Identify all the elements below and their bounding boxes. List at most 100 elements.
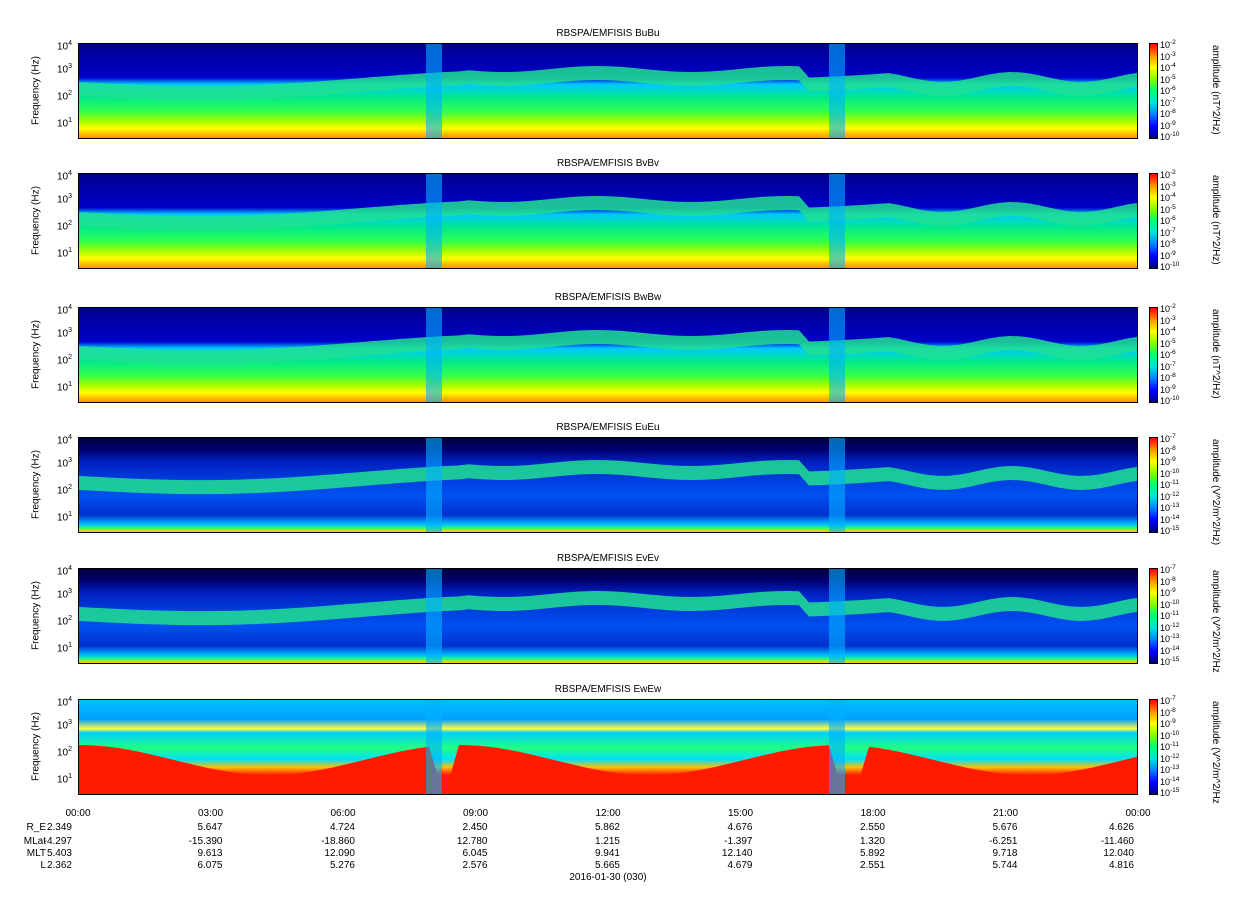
panel-title: RBSPA/EMFISIS EuEu — [556, 422, 660, 433]
ephemeris-value: 4.679 — [727, 860, 753, 871]
perigee-spike — [426, 44, 442, 138]
colorbar-tick-exponent: -3 — [1170, 314, 1176, 322]
colorbar-tick-label: 10-10 — [1160, 261, 1180, 272]
colorbar-tick-label: 10-12 — [1160, 621, 1180, 633]
colorbar-tick-exponent: -8 — [1170, 706, 1176, 714]
y-tick-exponent: 1 — [68, 773, 72, 780]
colorbar-tick-exponent: -5 — [1170, 337, 1176, 345]
colorbar-tick-exponent: -9 — [1170, 456, 1176, 463]
y-tick-label: 101 — [56, 381, 72, 394]
y-tick-label: 104 — [56, 565, 72, 578]
ephemeris-value: 2.550 — [859, 822, 885, 833]
colorbar-tick-exponent: -13 — [1170, 502, 1180, 509]
colorbar — [1149, 43, 1158, 139]
colorbar-tick-exponent: -14 — [1170, 644, 1180, 652]
colorbar-tick-label: 10-14 — [1160, 775, 1180, 787]
y-tick-exponent: 4 — [68, 170, 72, 177]
ephemeris-value: 2.576 — [462, 860, 488, 871]
colorbar-tick-label: 10-11 — [1160, 479, 1179, 490]
colorbar-tick-label: 10-2 — [1160, 39, 1176, 50]
spectrogram-svg — [79, 308, 1137, 402]
ephemeris-value: 2.362 — [46, 860, 72, 871]
colorbar-tick-label: 10-9 — [1160, 249, 1176, 261]
colorbar-tick-label: 10-8 — [1160, 372, 1176, 383]
colorbar-tick-label: 10-10 — [1160, 131, 1180, 142]
y-tick-label: 103 — [56, 327, 72, 340]
perigee-spike — [426, 308, 442, 402]
colorbar-tick-exponent: -6 — [1170, 215, 1176, 222]
colorbar-tick-exponent: -2 — [1170, 169, 1176, 176]
ephemeris-value: 5.276 — [329, 860, 355, 871]
ephemeris-value: 9.718 — [992, 848, 1018, 859]
colorbar-tick-exponent: -9 — [1170, 119, 1176, 127]
spectrogram-plot — [78, 699, 1138, 795]
spectrogram-plot — [78, 43, 1138, 139]
y-tick-label: 103 — [56, 719, 72, 732]
ephemeris-value: 5.665 — [594, 860, 620, 871]
colorbar-tick-label: 10-9 — [1160, 119, 1176, 131]
colorbar-tick-label: 10-13 — [1160, 764, 1180, 775]
colorbar-tick-exponent: -13 — [1170, 764, 1180, 771]
colorbar-tick-exponent: -11 — [1170, 479, 1179, 486]
y-tick-label: 103 — [56, 588, 72, 601]
ephemeris-value: -15.390 — [188, 836, 223, 847]
perigee-spike — [829, 44, 845, 138]
colorbar-tick-label: 10-4 — [1160, 192, 1176, 203]
x-tick-label: 18:00 — [860, 808, 886, 819]
colorbar-tick-label: 10-3 — [1160, 50, 1176, 62]
ephemeris-value: 5.744 — [992, 860, 1018, 871]
colorbar-tick-label: 10-15 — [1160, 656, 1180, 667]
colorbar-tick-exponent: -10 — [1170, 395, 1180, 402]
spectrogram-svg — [79, 44, 1137, 138]
colorbar-tick-exponent: -7 — [1170, 96, 1176, 104]
colorbar-tick-label: 10-2 — [1160, 303, 1176, 314]
x-tick-label: 09:00 — [462, 808, 489, 819]
y-tick-exponent: 1 — [68, 511, 72, 518]
emission-band — [79, 330, 1137, 365]
colorbar-tick-exponent: -11 — [1170, 610, 1179, 617]
colorbar-tick-label: 10-15 — [1160, 525, 1180, 536]
ephemeris-value: -6.251 — [989, 836, 1018, 847]
ephemeris-value: 1.215 — [594, 836, 620, 847]
y-tick-label: 102 — [56, 220, 72, 233]
emission-band — [79, 591, 1137, 626]
y-tick-exponent: 1 — [68, 381, 72, 388]
colorbar-tick-exponent: -9 — [1170, 587, 1176, 594]
y-tick-label: 101 — [56, 117, 72, 130]
colorbar-tick-label: 10-9 — [1160, 587, 1176, 598]
x-tick-label: 15:00 — [727, 808, 754, 819]
perigee-spike — [426, 569, 442, 663]
colorbar-tick-exponent: -5 — [1170, 203, 1176, 211]
y-tick-exponent: 3 — [68, 193, 72, 200]
colorbar-tick-label: 10-3 — [1160, 180, 1176, 192]
colorbar-tick-label: 10-10 — [1160, 395, 1180, 406]
colorbar-tick-label: 10-8 — [1160, 575, 1176, 587]
colorbar-tick-exponent: -2 — [1170, 303, 1176, 310]
ephemeris-value: 4.626 — [1108, 822, 1134, 833]
ephemeris-value: 5.892 — [859, 848, 885, 859]
y-tick-label: 101 — [56, 247, 72, 260]
perigee-spike — [426, 174, 442, 268]
colorbar-tick-exponent: -4 — [1170, 192, 1176, 199]
panel-title: RBSPA/EMFISIS BwBw — [554, 292, 662, 303]
colorbar-tick-exponent: -7 — [1170, 360, 1176, 368]
colorbar-tick-exponent: -8 — [1170, 372, 1176, 379]
colorbar — [1149, 699, 1158, 795]
ephemeris-value: 1.320 — [859, 836, 885, 847]
low-frequency-band — [79, 745, 1137, 794]
panel-title: RBSPA/EMFISIS BuBu — [556, 28, 660, 39]
colorbar-tick-label: 10-7 — [1160, 360, 1176, 372]
colorbar-tick-exponent: -12 — [1170, 621, 1180, 629]
ephemeris-value: 2.349 — [46, 822, 72, 833]
y-tick-exponent: 1 — [68, 117, 72, 124]
y-tick-exponent: 4 — [68, 434, 72, 441]
colorbar-tick-label: 10-12 — [1160, 490, 1180, 502]
y-tick-exponent: 4 — [68, 40, 72, 47]
perigee-spike — [829, 700, 845, 794]
colorbar-tick-label: 10-14 — [1160, 513, 1180, 525]
panel-title: RBSPA/EMFISIS BvBv — [556, 158, 660, 169]
colorbar-tick-label: 10-8 — [1160, 108, 1176, 119]
colorbar-gradient — [1150, 44, 1157, 138]
spectrogram-plot — [78, 568, 1138, 664]
colorbar-tick-exponent: -7 — [1170, 564, 1176, 571]
